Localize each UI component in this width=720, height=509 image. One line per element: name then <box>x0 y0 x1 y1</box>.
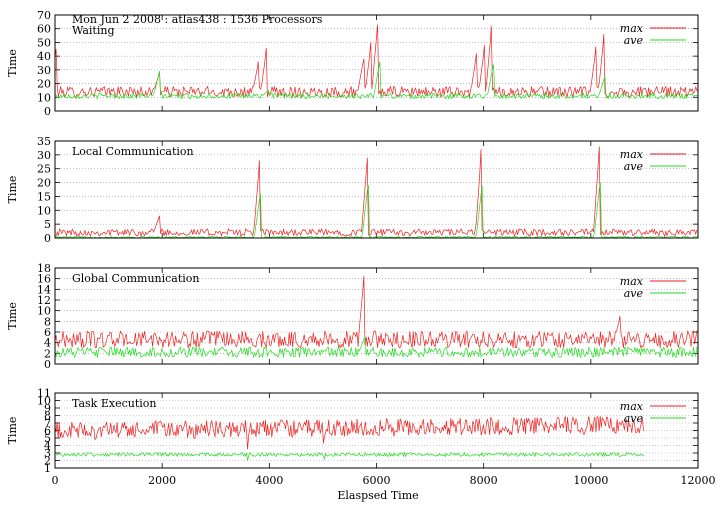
y-axis-label: Time <box>6 302 19 330</box>
series-line-max <box>55 416 644 449</box>
panel-title: Waiting <box>72 24 115 37</box>
x-tick-label: 2000 <box>148 474 176 487</box>
panel-title: Local Communication <box>72 145 194 158</box>
y-tick-label: 10 <box>37 91 51 104</box>
y-tick-label: 0 <box>44 105 51 118</box>
x-tick-label: 4000 <box>255 474 283 487</box>
y-tick-label: 15 <box>37 190 51 203</box>
legend-label-ave: ave <box>624 34 644 47</box>
y-tick-label: 10 <box>37 204 51 217</box>
y-axis-label: Time <box>6 417 19 445</box>
y-tick-label: 70 <box>37 9 51 22</box>
y-axis-label: Time <box>6 176 19 204</box>
y-axis-label: Time <box>6 49 19 77</box>
series-line-ave <box>55 453 644 461</box>
legend-label-ave: ave <box>624 160 644 173</box>
y-tick-label: 0 <box>44 232 51 245</box>
x-tick-label: 8000 <box>470 474 498 487</box>
y-tick-label: 18 <box>37 262 51 275</box>
panel-title: Task Execution <box>72 397 156 410</box>
legend-label-ave: ave <box>624 412 644 425</box>
y-tick-label: 50 <box>37 36 51 49</box>
y-tick-label: 11 <box>37 387 51 400</box>
y-tick-label: 20 <box>37 78 51 91</box>
x-tick-label: 6000 <box>363 474 391 487</box>
y-tick-label: 40 <box>37 50 51 63</box>
y-tick-label: 25 <box>37 163 51 176</box>
y-tick-label: 5 <box>44 218 51 231</box>
y-tick-label: 30 <box>37 64 51 77</box>
y-tick-label: 20 <box>37 177 51 190</box>
series-line-ave <box>55 62 698 99</box>
y-tick-label: 30 <box>37 149 51 162</box>
legend-label-ave: ave <box>624 287 644 300</box>
y-tick-label: 60 <box>37 23 51 36</box>
x-axis-label: Elaspsed Time <box>337 489 418 502</box>
panel-title: Global Communication <box>72 272 200 285</box>
x-tick-label: 0 <box>52 474 59 487</box>
y-tick-label: 35 <box>37 135 51 148</box>
x-tick-label: 10000 <box>573 474 608 487</box>
chart-panels: 010203040506070WaitingTimemaxave05101520… <box>6 9 716 487</box>
series-line-max <box>55 276 698 348</box>
x-tick-label: 12000 <box>681 474 716 487</box>
